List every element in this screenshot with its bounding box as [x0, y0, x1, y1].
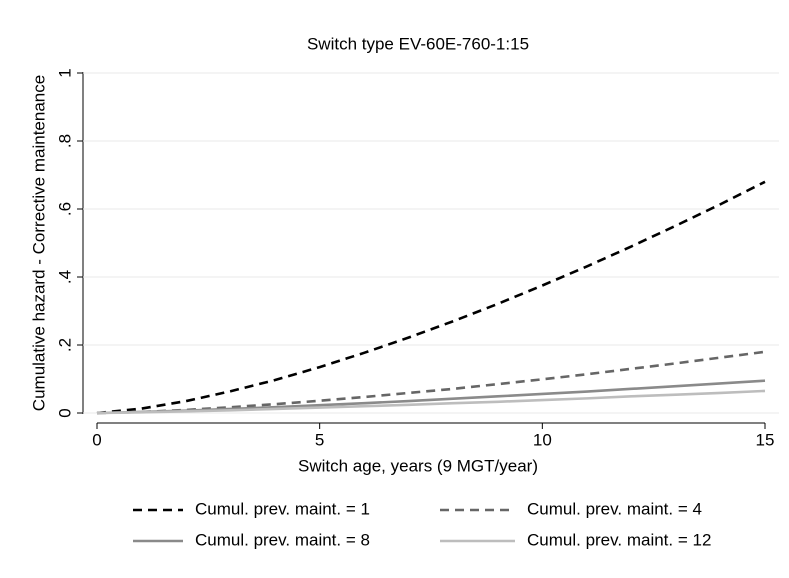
legend-label: Cumul. prev. maint. = 4	[527, 499, 702, 518]
y-axis-title: Cumulative hazard - Corrective maintenan…	[29, 75, 48, 411]
x-axis-title: Switch age, years (9 MGT/year)	[298, 456, 538, 475]
x-tick-label: 0	[92, 430, 101, 449]
x-tick-label: 5	[315, 430, 324, 449]
x-tick-label: 15	[756, 430, 775, 449]
y-tick-label: .4	[55, 270, 74, 284]
y-tick-label: .2	[55, 338, 74, 352]
chart-title: Switch type EV-60E-760-1:15	[307, 34, 529, 53]
legend-label: Cumul. prev. maint. = 1	[195, 499, 370, 518]
legend-label: Cumul. prev. maint. = 8	[195, 530, 370, 549]
y-tick-label: 0	[55, 408, 74, 417]
y-tick-label: .8	[55, 134, 74, 148]
legend-label: Cumul. prev. maint. = 12	[527, 530, 711, 549]
series-line	[96, 180, 766, 415]
y-tick-label: 1	[55, 68, 74, 77]
x-tick-label: 10	[533, 430, 552, 449]
series-line	[96, 379, 766, 415]
series-line	[96, 389, 766, 415]
y-tick-label: .6	[55, 202, 74, 216]
